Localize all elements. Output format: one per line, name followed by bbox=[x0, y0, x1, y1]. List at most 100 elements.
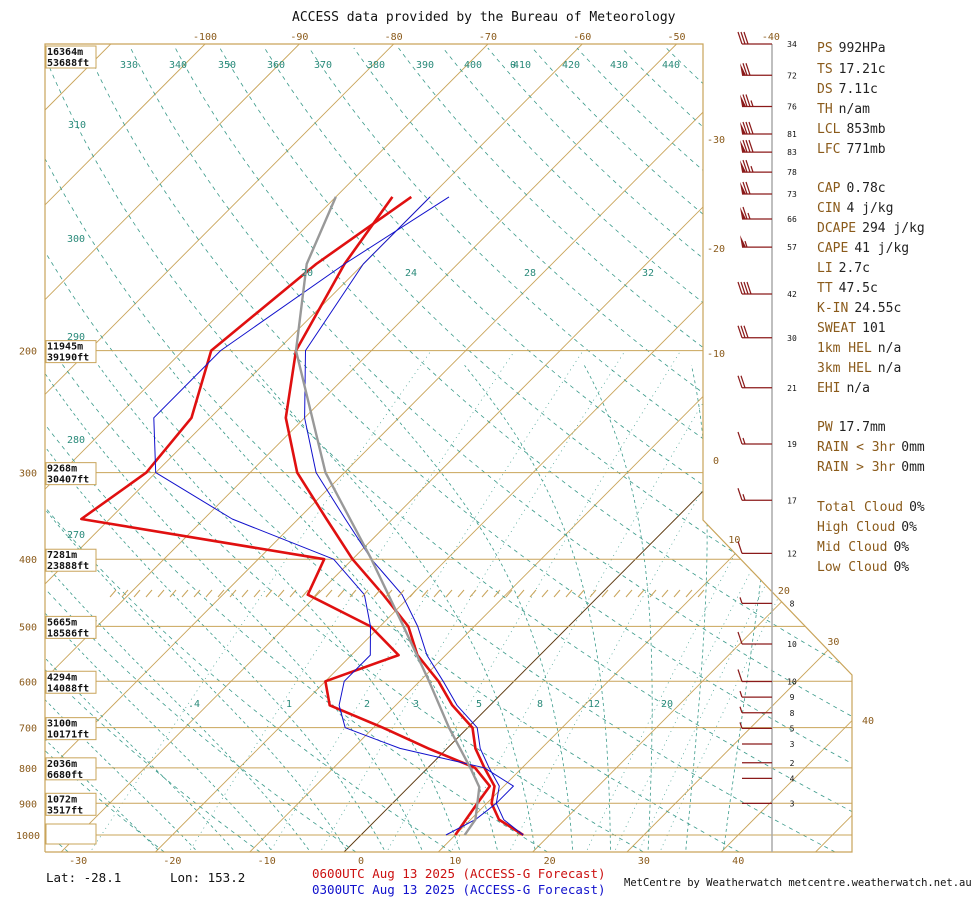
wind-speed-label: 42 bbox=[787, 290, 797, 299]
theta-label: 440 bbox=[662, 60, 680, 71]
theta-left-label: 300 bbox=[67, 234, 85, 245]
index-value: 0% bbox=[909, 500, 925, 515]
wind-speed-label: 10 bbox=[787, 640, 797, 649]
height-label-box bbox=[45, 717, 97, 741]
level-hatch bbox=[589, 589, 597, 598]
wind-barb-pennant bbox=[740, 94, 746, 107]
sounding-0600-temperature bbox=[284, 196, 524, 837]
wind-barb-flag bbox=[740, 31, 746, 45]
wind-speed-label: 19 bbox=[787, 440, 797, 449]
height-label-box bbox=[45, 757, 97, 781]
wind-barb-half bbox=[747, 212, 751, 220]
moist-adiabat-line bbox=[45, 365, 234, 850]
moist-adiabat-line bbox=[250, 365, 536, 850]
index-label: CAP bbox=[817, 181, 841, 196]
dry-adiabat-line bbox=[264, 47, 852, 852]
dry-adiabat-line bbox=[85, 47, 852, 852]
wind-speed-label: 83 bbox=[787, 148, 797, 157]
index-label: CIN bbox=[817, 201, 841, 216]
index-label: LCL bbox=[817, 122, 841, 137]
wind-barb bbox=[740, 206, 772, 220]
wind-speed-label: 5 bbox=[790, 724, 795, 733]
index-value: 17.7mm bbox=[838, 420, 886, 435]
moist-adiabat-line bbox=[45, 365, 385, 850]
level-hatch bbox=[181, 589, 189, 598]
index-value: 101 bbox=[862, 321, 886, 336]
index-label: RAIN > 3hr bbox=[817, 460, 896, 475]
mixing-ratio-line bbox=[321, 350, 626, 850]
index-row: EHI n/a bbox=[817, 381, 870, 396]
moist-adiabat-line bbox=[45, 365, 272, 850]
skewed-temp-label: 10 bbox=[728, 535, 740, 546]
wind-barb bbox=[739, 690, 772, 698]
wind-barb-flag bbox=[745, 63, 751, 76]
theta-label: 340 bbox=[169, 60, 187, 71]
level-hatch bbox=[349, 589, 357, 598]
index-row: PW 17.7mm bbox=[817, 420, 886, 435]
index-label: High Cloud bbox=[817, 520, 896, 535]
footer-run-blue: 0300UTC Aug 13 2025 (ACCESS-G Forecast) bbox=[312, 882, 606, 897]
wind-barb-half bbox=[739, 597, 743, 604]
level-hatch bbox=[577, 589, 585, 598]
dry-adiabat-line bbox=[219, 47, 852, 852]
height-label-feet: 39190ft bbox=[47, 353, 89, 364]
level-hatch bbox=[253, 589, 261, 598]
moist-adiabat-line bbox=[583, 365, 653, 850]
index-value: 771mb bbox=[846, 142, 886, 157]
level-hatch bbox=[145, 589, 153, 598]
sounding-0300-temperature bbox=[304, 196, 524, 836]
wind-barb-flag bbox=[743, 281, 749, 295]
height-label-box bbox=[45, 792, 97, 816]
index-row: DCAPE 294 j/kg bbox=[817, 221, 925, 236]
wind-barb bbox=[740, 94, 772, 108]
height-label-meters: 5665m bbox=[47, 617, 77, 628]
mixing-ratio-line bbox=[510, 350, 783, 850]
footer-credit: MetCentre by Weatherwatch metcentre.weat… bbox=[624, 877, 972, 889]
theta-label: 430 bbox=[610, 60, 628, 71]
level-hatch bbox=[661, 589, 669, 598]
level-hatch bbox=[109, 589, 117, 598]
isotherm-line bbox=[45, 44, 772, 852]
mixing-ratio-label: 20 bbox=[661, 699, 673, 710]
height-label-meters: 3100m bbox=[47, 719, 77, 730]
theta-left-label: 290 bbox=[67, 332, 85, 343]
wind-barb-pennant bbox=[740, 207, 746, 219]
level-hatch bbox=[121, 589, 129, 598]
index-label: TT bbox=[817, 281, 833, 296]
wind-barb-pennant bbox=[740, 182, 746, 194]
height-label-feet: 18586ft bbox=[47, 628, 89, 639]
mixing-ratio-label: .4 bbox=[188, 699, 200, 710]
index-value: 0mm bbox=[901, 440, 925, 455]
wind-barb-flag bbox=[742, 206, 748, 220]
mixing-ratio-line bbox=[387, 350, 681, 850]
index-label: LI bbox=[817, 261, 833, 276]
mixing-ratio-label: 12 bbox=[588, 699, 600, 710]
wind-speed-label: 3 bbox=[790, 740, 795, 749]
wind-speed-label: 4 bbox=[790, 774, 795, 783]
wind-barb bbox=[737, 281, 772, 295]
pressure-tick-label: 900 bbox=[19, 799, 37, 810]
wind-barb-flag bbox=[745, 94, 751, 107]
x-top-tick-label: -50 bbox=[668, 32, 686, 43]
dry-adiabat-line bbox=[45, 47, 836, 852]
wind-barb-flag bbox=[737, 375, 743, 388]
level-hatch bbox=[445, 589, 453, 598]
index-label: EHI bbox=[817, 381, 841, 396]
height-label-box bbox=[45, 670, 97, 694]
wind-barb bbox=[740, 63, 772, 76]
moist-adiabat-line bbox=[45, 365, 423, 850]
wind-barb-pennant bbox=[740, 235, 746, 248]
wind-speed-label: 66 bbox=[787, 215, 797, 224]
index-value: 24.55c bbox=[854, 301, 902, 316]
pressure-tick-label: 300 bbox=[19, 469, 37, 480]
wind-barb-flag bbox=[737, 488, 743, 501]
index-row: Low Cloud 0% bbox=[817, 560, 909, 575]
height-label-box bbox=[45, 548, 97, 572]
wind-barb bbox=[739, 597, 772, 604]
level-hatch bbox=[289, 589, 297, 598]
height-label-box bbox=[45, 45, 97, 69]
isotherm-line bbox=[532, 44, 852, 852]
wind-barb-flag bbox=[742, 181, 748, 195]
x-tick-label: 0 bbox=[358, 856, 364, 867]
level-hatch bbox=[469, 589, 477, 598]
